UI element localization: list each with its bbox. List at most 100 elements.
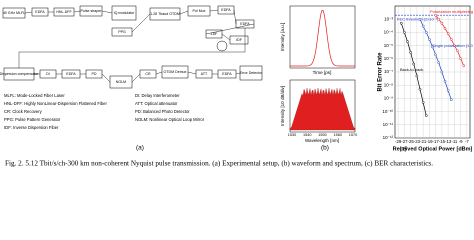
data-point — [415, 74, 419, 78]
block-label: Pol Mux — [193, 9, 206, 13]
legend-entry: Back-to-back — [400, 67, 423, 72]
data-point — [443, 79, 447, 83]
x-label: Wavelength [nm] — [305, 138, 339, 143]
legend-text: IDF: Inverse Dispersion Fiber — [4, 125, 59, 130]
legend-text: PD: Balanced Photo Detector — [135, 109, 190, 114]
legend-text: ATT: Optical attenuator — [135, 101, 178, 106]
y-tick-label: 10⁻³ — [384, 16, 393, 21]
figure: (a) (b) Fig. 2. 5.12 Tbit/s/ch-300 km no… — [0, 5, 474, 168]
block-label: EDFA — [66, 72, 76, 76]
data-point — [434, 13, 437, 17]
legend-text: MLFL: Mode-Locked Fiber Laser — [4, 93, 65, 98]
block-label: EDFA — [221, 8, 231, 12]
data-point — [434, 53, 437, 57]
x-tick-label: -29 — [395, 139, 402, 144]
y-tick-label: 10⁻⁹ — [384, 96, 393, 101]
x-tick-label: 1560 — [334, 133, 342, 137]
block-label: PD — [92, 72, 97, 76]
block-label: HNL-DFF — [56, 10, 72, 14]
panel-label: (c) — [400, 147, 407, 153]
connector — [235, 72, 241, 75]
data-point — [409, 51, 412, 54]
data-point — [421, 101, 425, 104]
connector — [179, 10, 189, 15]
y-tick-label: 10⁻⁴ — [384, 30, 393, 35]
y-tick-label: 10⁻⁷ — [384, 69, 393, 74]
connector — [101, 10, 113, 14]
y-tick-label: 10⁻¹¹ — [383, 122, 394, 127]
y-tick-label: 10⁻⁵ — [384, 43, 393, 48]
series-line — [435, 15, 465, 66]
block-label: Dispersion compensator — [0, 72, 39, 76]
legend-text: HNL-DFF: Highly NonLinear-Dispersion Fla… — [4, 101, 107, 106]
data-point — [459, 57, 462, 61]
x-tick-label: -13 — [445, 139, 452, 144]
block-label: IQ modulator — [114, 11, 136, 15]
data-point — [449, 98, 453, 102]
block-label: PPG — [118, 30, 126, 34]
data-point — [424, 31, 428, 34]
data-point — [421, 24, 425, 28]
data-point — [428, 37, 431, 41]
block-label: ATT — [201, 72, 208, 76]
x-tick-label: -15 — [439, 139, 446, 144]
connector — [155, 71, 163, 75]
x-tick-label: -23 — [414, 139, 421, 144]
connector — [221, 33, 231, 41]
connector — [187, 71, 197, 75]
x-tick-label: -9 — [459, 139, 463, 144]
data-point — [446, 32, 450, 36]
x-tick-label: -27 — [401, 139, 408, 144]
data-point — [399, 21, 403, 25]
y-tick-label: 10⁻¹⁰ — [382, 109, 393, 114]
fiber-spool — [216, 40, 228, 52]
data-point — [412, 62, 416, 66]
legend-text: DI: Delay Interferometer — [135, 93, 180, 98]
data-point — [456, 49, 459, 53]
block-label: CR — [145, 72, 151, 76]
block-label: 1.28 Tbaud OTDM — [150, 12, 180, 16]
data-point — [440, 21, 444, 25]
legend-entry: Single polarization (1.3 Tbit/s) — [432, 43, 474, 48]
x-label: Time [ps] — [313, 70, 332, 75]
x-tick-label: -7 — [465, 139, 469, 144]
x-tick-label: 1550 — [318, 133, 326, 137]
data-point — [453, 44, 456, 47]
connector — [233, 9, 237, 25]
data-point — [437, 61, 441, 65]
y-label: Bit Error Rate — [378, 52, 384, 92]
x-tick-label: -17 — [433, 139, 440, 144]
panel-b-label: (b) — [321, 145, 329, 152]
block-label: EDFA — [222, 72, 232, 76]
data-point — [424, 114, 428, 117]
data-point — [443, 27, 447, 30]
connector — [101, 73, 111, 83]
block-label: Pulse shaper — [81, 9, 103, 13]
x-tick-label: 1540 — [303, 133, 311, 137]
data-point — [431, 45, 434, 49]
block-label: Error Detector — [240, 71, 263, 75]
block-label: EDFA — [35, 10, 45, 14]
block-label: ZDF — [211, 32, 219, 36]
legend-entry: Polarization multiplexing (2.6 Tbit/s) — [430, 9, 474, 14]
x-label: Received Optical Power [dBm] — [393, 146, 473, 152]
threshold-label: FEC threshold (2x10⁻³) — [397, 16, 439, 21]
block-label: EDFA — [240, 22, 250, 26]
y-label: Intensity [10 dB/div] — [280, 86, 285, 126]
data-point — [440, 70, 444, 74]
connector — [131, 73, 141, 83]
block-label: OTDM Demux — [164, 70, 187, 74]
link — [18, 28, 246, 68]
caption: Fig. 2. 5.12 Tbit/s/ch-300 km non-cohere… — [5, 160, 433, 168]
data-point — [446, 89, 450, 92]
data-point — [449, 37, 453, 41]
legend-text: NOLM: Nonlinear Optical Loop Mirror — [135, 117, 205, 122]
connector — [205, 23, 255, 35]
block-label: NOLM — [116, 80, 126, 84]
data-point — [437, 17, 441, 21]
block-label: IDF — [236, 38, 243, 42]
x-tick-label: 1530 — [288, 133, 296, 137]
panel-a-label: (a) — [136, 145, 144, 152]
x-tick-label: 1570 — [349, 133, 357, 137]
x-tick-label: -19 — [426, 139, 433, 144]
